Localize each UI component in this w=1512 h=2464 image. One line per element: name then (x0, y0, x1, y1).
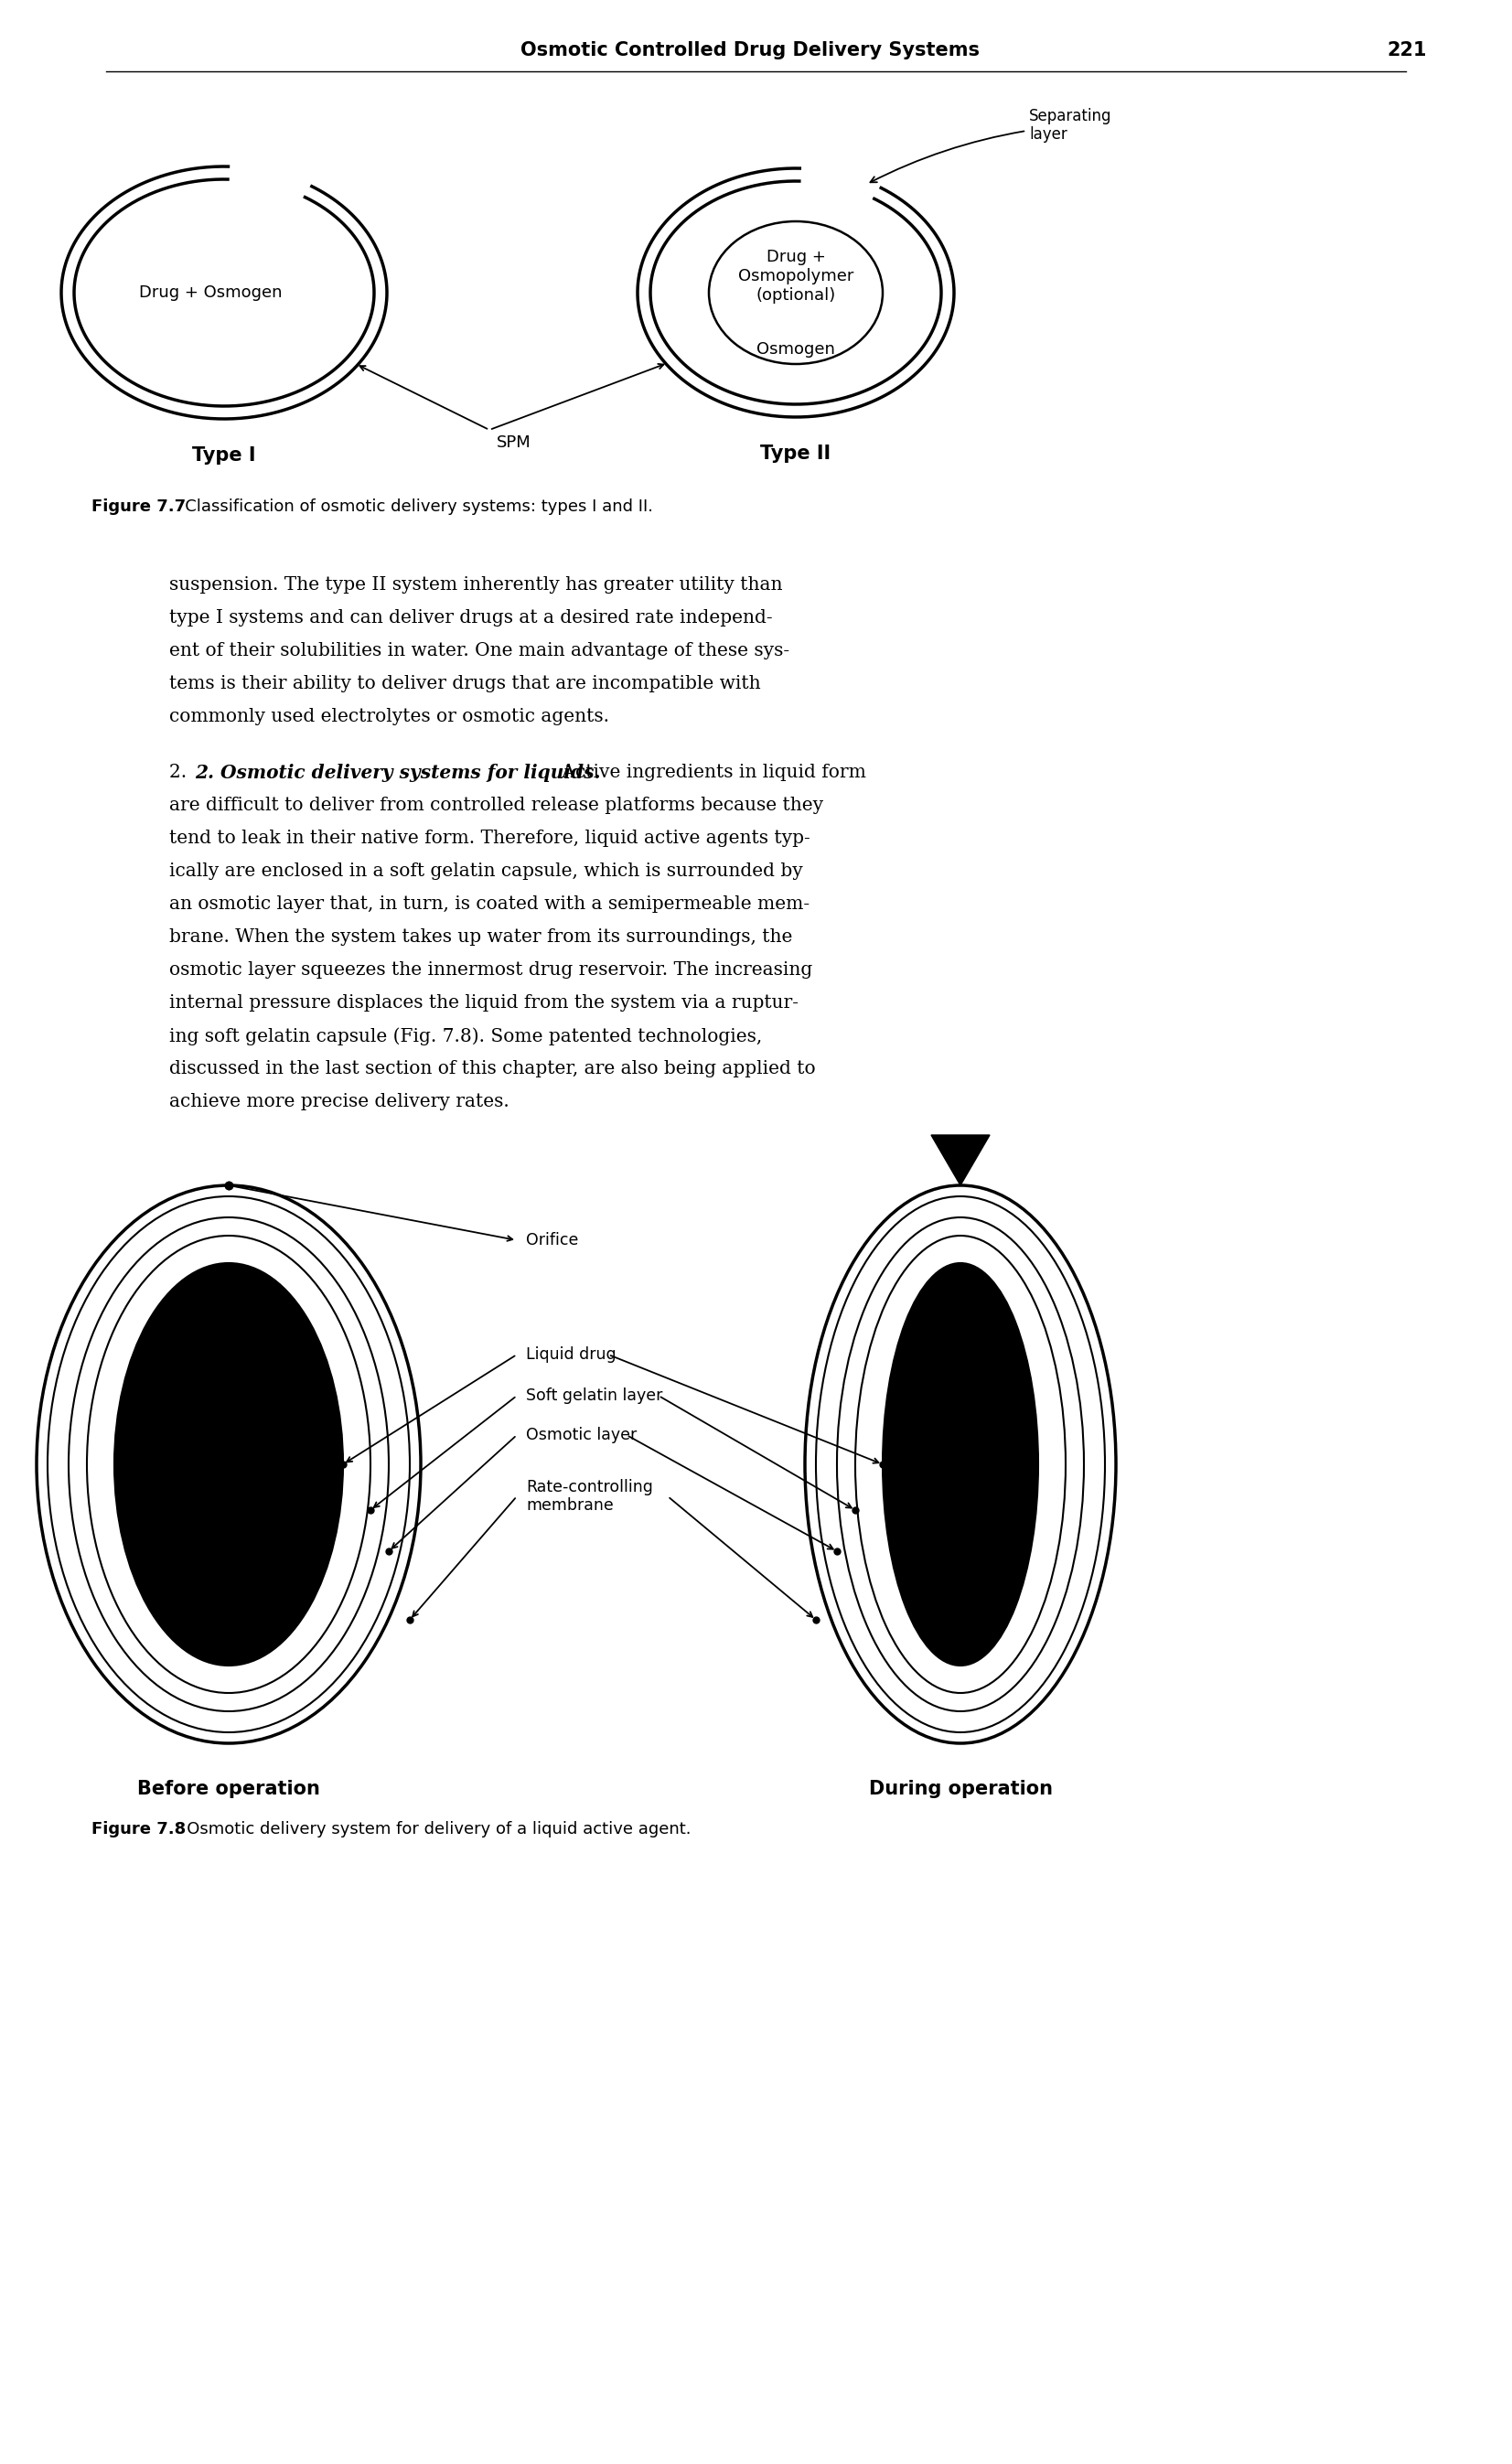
Ellipse shape (68, 1217, 389, 1712)
Text: tems is their ability to deliver drugs that are incompatible with: tems is their ability to deliver drugs t… (169, 675, 761, 692)
Text: Osmotic delivery system for delivery of a liquid active agent.: Osmotic delivery system for delivery of … (171, 1821, 691, 1838)
Text: commonly used electrolytes or osmotic agents.: commonly used electrolytes or osmotic ag… (169, 707, 609, 724)
Text: 2. Osmotic delivery systems for liquids.: 2. Osmotic delivery systems for liquids. (195, 764, 600, 781)
Text: suspension. The type II system inherently has greater utility than: suspension. The type II system inherentl… (169, 577, 783, 594)
Text: are difficult to deliver from controlled release platforms because they: are difficult to deliver from controlled… (169, 796, 824, 813)
Text: Rate-controlling
membrane: Rate-controlling membrane (526, 1478, 653, 1513)
Ellipse shape (816, 1198, 1105, 1732)
Text: Osmotic layer: Osmotic layer (526, 1427, 637, 1444)
Ellipse shape (804, 1185, 1116, 1742)
Text: Osmogen: Osmogen (756, 340, 835, 357)
Text: Drug + Osmogen: Drug + Osmogen (139, 283, 281, 301)
Ellipse shape (856, 1234, 1066, 1693)
Text: osmotic layer squeezes the innermost drug reservoir. The increasing: osmotic layer squeezes the innermost dru… (169, 961, 812, 978)
Text: tend to leak in their native form. Therefore, liquid active agents typ-: tend to leak in their native form. There… (169, 830, 810, 848)
Text: During operation: During operation (868, 1779, 1052, 1799)
Text: Separating
layer: Separating layer (871, 108, 1111, 182)
Text: 2.: 2. (169, 764, 192, 781)
Text: Classification of osmotic delivery systems: types I and II.: Classification of osmotic delivery syste… (169, 498, 653, 515)
Ellipse shape (36, 1185, 420, 1742)
Text: Drug +
Osmopolymer
(optional): Drug + Osmopolymer (optional) (738, 249, 854, 303)
Polygon shape (931, 1136, 990, 1185)
Text: discussed in the last section of this chapter, are also being applied to: discussed in the last section of this ch… (169, 1060, 815, 1077)
Text: Osmotic Controlled Drug Delivery Systems: Osmotic Controlled Drug Delivery Systems (520, 42, 980, 59)
Ellipse shape (86, 1234, 370, 1693)
Text: Figure 7.7: Figure 7.7 (91, 498, 186, 515)
Text: SPM: SPM (496, 434, 531, 451)
Text: internal pressure displaces the liquid from the system via a ruptur-: internal pressure displaces the liquid f… (169, 993, 798, 1013)
Ellipse shape (47, 1198, 410, 1732)
Text: 221: 221 (1387, 42, 1427, 59)
Text: Soft gelatin layer: Soft gelatin layer (526, 1387, 662, 1404)
Ellipse shape (838, 1217, 1084, 1712)
Text: achieve more precise delivery rates.: achieve more precise delivery rates. (169, 1094, 510, 1111)
Text: ically are enclosed in a soft gelatin capsule, which is surrounded by: ically are enclosed in a soft gelatin ca… (169, 862, 803, 880)
Text: Liquid drug: Liquid drug (526, 1345, 617, 1363)
Text: Type I: Type I (192, 446, 256, 466)
Text: ent of their solubilities in water. One main advantage of these sys-: ent of their solubilities in water. One … (169, 643, 789, 660)
Text: Figure 7.8: Figure 7.8 (91, 1821, 186, 1838)
Ellipse shape (115, 1264, 343, 1666)
Text: an osmotic layer that, in turn, is coated with a semipermeable mem-: an osmotic layer that, in turn, is coate… (169, 894, 809, 912)
Text: brane. When the system takes up water from its surroundings, the: brane. When the system takes up water fr… (169, 929, 792, 946)
Text: Type II: Type II (761, 444, 832, 463)
Text: Before operation: Before operation (138, 1779, 321, 1799)
Text: Orifice: Orifice (526, 1232, 579, 1249)
Text: Active ingredients in liquid form: Active ingredients in liquid form (556, 764, 866, 781)
Text: ing soft gelatin capsule (Fig. 7.8). Some patented technologies,: ing soft gelatin capsule (Fig. 7.8). Som… (169, 1027, 762, 1045)
Text: type I systems and can deliver drugs at a desired rate independ-: type I systems and can deliver drugs at … (169, 609, 773, 626)
Ellipse shape (883, 1264, 1039, 1666)
